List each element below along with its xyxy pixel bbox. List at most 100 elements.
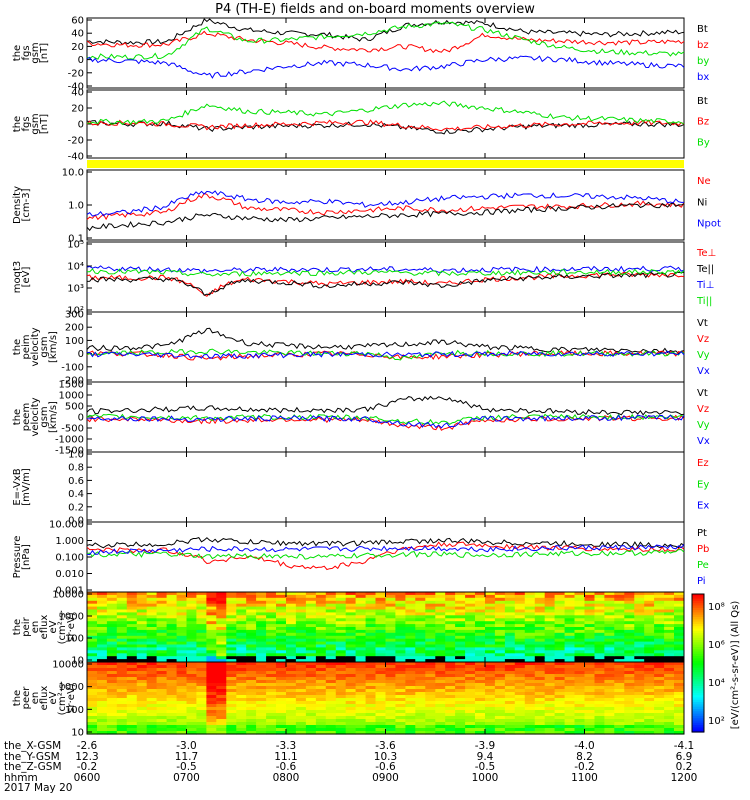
heatmap-cell	[186, 632, 197, 637]
heatmap-cell	[176, 716, 188, 720]
heatmap-cell	[544, 647, 556, 651]
heatmap-cell	[654, 618, 665, 622]
heatmap-cell	[435, 627, 446, 631]
heatmap-cell	[425, 674, 436, 678]
heatmap-cell	[494, 701, 506, 705]
heatmap-cell	[236, 680, 247, 684]
heatmap-cell	[266, 638, 277, 643]
heatmap-cell	[415, 719, 426, 723]
heatmap-cell	[594, 728, 605, 732]
heatmap-cell	[206, 632, 217, 637]
heatmap-cell	[156, 722, 168, 726]
heatmap-cell	[176, 624, 188, 628]
heatmap-cell	[156, 677, 168, 681]
heatmap-cell	[345, 600, 357, 605]
heatmap-cell	[475, 668, 486, 672]
heatmap-cell	[664, 689, 675, 693]
heatmap-cell	[405, 680, 416, 684]
heatmap-cell	[276, 606, 287, 611]
heatmap-cell	[624, 612, 635, 616]
heatmap-cell	[206, 618, 217, 622]
heatmap-cell	[345, 731, 357, 735]
heatmap-cell	[584, 603, 595, 608]
heatmap-cell	[196, 606, 207, 611]
heatmap-cell	[524, 627, 536, 631]
heatmap-cell	[504, 624, 516, 628]
heatmap-cell	[485, 728, 496, 732]
heatmap-cell	[266, 621, 277, 625]
heatmap-cell	[435, 615, 446, 619]
heatmap-cell	[445, 597, 456, 602]
heatmap-cell	[554, 641, 566, 646]
heatmap-cell	[475, 713, 486, 717]
heatmap-cell	[644, 647, 655, 651]
heatmap-cell	[584, 722, 595, 726]
heatmap-cell	[435, 656, 446, 660]
heatmap-cell	[385, 665, 396, 669]
heatmap-cell	[295, 716, 307, 720]
heatmap-cell	[355, 686, 367, 690]
heatmap-cell	[425, 597, 436, 602]
heatmap-cell	[226, 632, 237, 637]
heatmap-cell	[574, 609, 585, 613]
heatmap-cell	[395, 641, 406, 646]
heatmap-cell	[126, 624, 138, 628]
heatmap-cell	[315, 692, 327, 696]
heatmap-cell	[435, 618, 446, 622]
heatmap-cell	[574, 677, 585, 681]
heatmap-cell	[97, 647, 108, 651]
heatmap-cell	[514, 725, 526, 729]
heatmap-cell	[514, 612, 526, 616]
heatmap-cell	[256, 731, 267, 735]
heatmap-cell	[375, 656, 386, 660]
heatmap-cell	[564, 665, 576, 669]
heatmap-cell	[385, 689, 396, 693]
heatmap-cell	[295, 710, 307, 714]
heatmap-cell	[146, 731, 158, 735]
heatmap-cell	[345, 650, 357, 654]
heatmap-cell	[365, 659, 377, 663]
heatmap-cell	[614, 638, 625, 643]
heatmap-cell	[544, 680, 556, 684]
heatmap-cell	[186, 695, 197, 699]
heatmap-cell	[534, 728, 546, 732]
colorbar-cell	[692, 727, 704, 731]
heatmap-cell	[335, 618, 347, 622]
heatmap-cell	[514, 638, 526, 643]
heatmap-cell	[216, 609, 227, 613]
heatmap-cell	[186, 653, 197, 657]
heatmap-cell	[674, 698, 685, 702]
heatmap-cell	[395, 603, 406, 608]
heatmap-cell	[315, 656, 327, 660]
y-tick-label: -40	[68, 82, 84, 93]
heatmap-cell	[335, 647, 347, 651]
heatmap-cell	[365, 624, 377, 628]
heatmap-cell	[266, 615, 277, 619]
heatmap-cell	[455, 683, 466, 687]
heatmap-cell	[276, 592, 287, 596]
heatmap-cell	[355, 707, 367, 711]
heatmap-cell	[514, 689, 526, 693]
heatmap-cell	[266, 710, 277, 714]
heatmap-cell	[465, 629, 476, 634]
heatmap-cell	[415, 731, 426, 735]
heatmap-cell	[305, 624, 317, 628]
heatmap-cell	[644, 638, 655, 643]
heatmap-cell	[87, 731, 98, 735]
heatmap-cell	[524, 731, 536, 735]
heatmap-cell	[594, 695, 605, 699]
heatmap-cell	[375, 627, 386, 631]
heatmap-cell	[445, 627, 456, 631]
heatmap-cell	[97, 689, 108, 693]
heatmap-cell	[415, 704, 426, 708]
heatmap-cell	[106, 689, 118, 693]
heatmap-cell	[544, 722, 556, 726]
heatmap-cell	[136, 647, 148, 651]
heatmap-cell	[654, 653, 665, 657]
heatmap-cell	[415, 707, 426, 711]
heatmap-cell	[146, 719, 158, 723]
heatmap-cell	[664, 680, 675, 684]
heatmap-cell	[674, 597, 685, 602]
heatmap-cell	[146, 629, 158, 634]
y-tick-label: 20	[71, 104, 84, 115]
